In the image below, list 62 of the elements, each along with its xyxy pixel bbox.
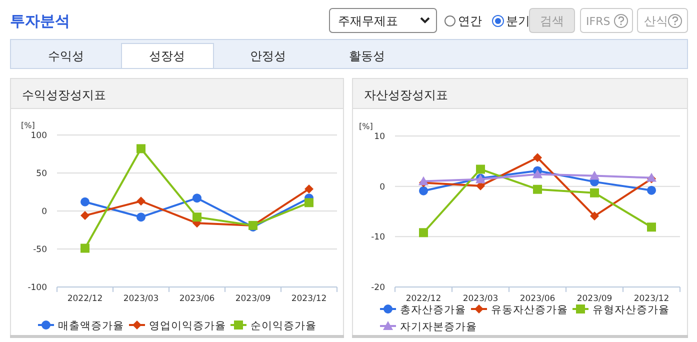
legend-label: 영업이익증가율 [149,320,226,332]
point [304,184,314,194]
point [136,212,146,222]
text: 수익성 [48,49,84,63]
point [647,186,656,195]
text: 산식 [644,14,668,28]
x-tick-label: 2023/06 [520,294,556,304]
x-tick-label: 2023/12 [291,294,327,304]
point [533,153,542,162]
x-tick-label: 2022/12 [67,294,103,304]
text: 주재무제표 [338,14,398,28]
point [192,194,202,203]
point [590,188,599,198]
y-axis-title: [%] [359,122,373,131]
text: 활동성 [349,49,385,63]
x-tick-label: 2023/03 [462,294,498,304]
y-tick-label: -50 [33,245,47,255]
text: 분기 [506,14,530,28]
text: 성장성 [149,49,185,63]
point [80,211,90,220]
x-tick-label: 2023/09 [576,294,612,304]
chart-title: 수익성장성지표 [22,88,106,102]
x-tick-label: 2023/12 [634,294,670,304]
y-tick-label: -100 [28,283,47,293]
y-tick-label: -10 [371,232,385,243]
legend-label: 유동자산증가율 [491,304,568,316]
point [590,170,600,180]
text: 안정성 [250,49,286,63]
point [476,164,485,174]
legend-label: 매출액증가율 [58,320,124,332]
y-tick-label: 10 [374,132,385,142]
x-tick-label: 2023/06 [179,294,215,304]
point [136,196,146,206]
text: 연간 [458,14,482,28]
legend-label: 자기자본증가율 [400,321,477,333]
y-tick-label: -20 [371,283,385,293]
point [419,186,428,196]
x-tick-label: 2023/03 [123,294,159,304]
legend-label: 유형자산증가율 [592,304,670,316]
point [80,244,90,253]
y-tick-label: 100 [30,131,47,141]
point [647,222,656,232]
point [533,184,542,194]
y-axis-title: [%] [21,121,35,130]
chart-title: 자산성장성지표 [364,88,448,102]
point [80,197,90,206]
text: IFRS [586,15,610,28]
text: 검색 [540,14,564,28]
x-tick-label: 2022/12 [406,294,442,304]
point [419,228,428,238]
legend-label: 순이익증가율 [250,320,316,332]
point [590,212,599,221]
point [304,198,314,208]
point [136,144,146,154]
point [192,212,202,222]
y-tick-label: 0 [42,207,47,217]
y-tick-label: 0 [380,182,385,192]
text: 투자분석 [10,12,70,30]
y-tick-label: 50 [36,169,47,179]
legend-label: 총자산증가율 [400,304,466,316]
x-tick-label: 2023/09 [235,294,271,304]
point [532,169,542,178]
